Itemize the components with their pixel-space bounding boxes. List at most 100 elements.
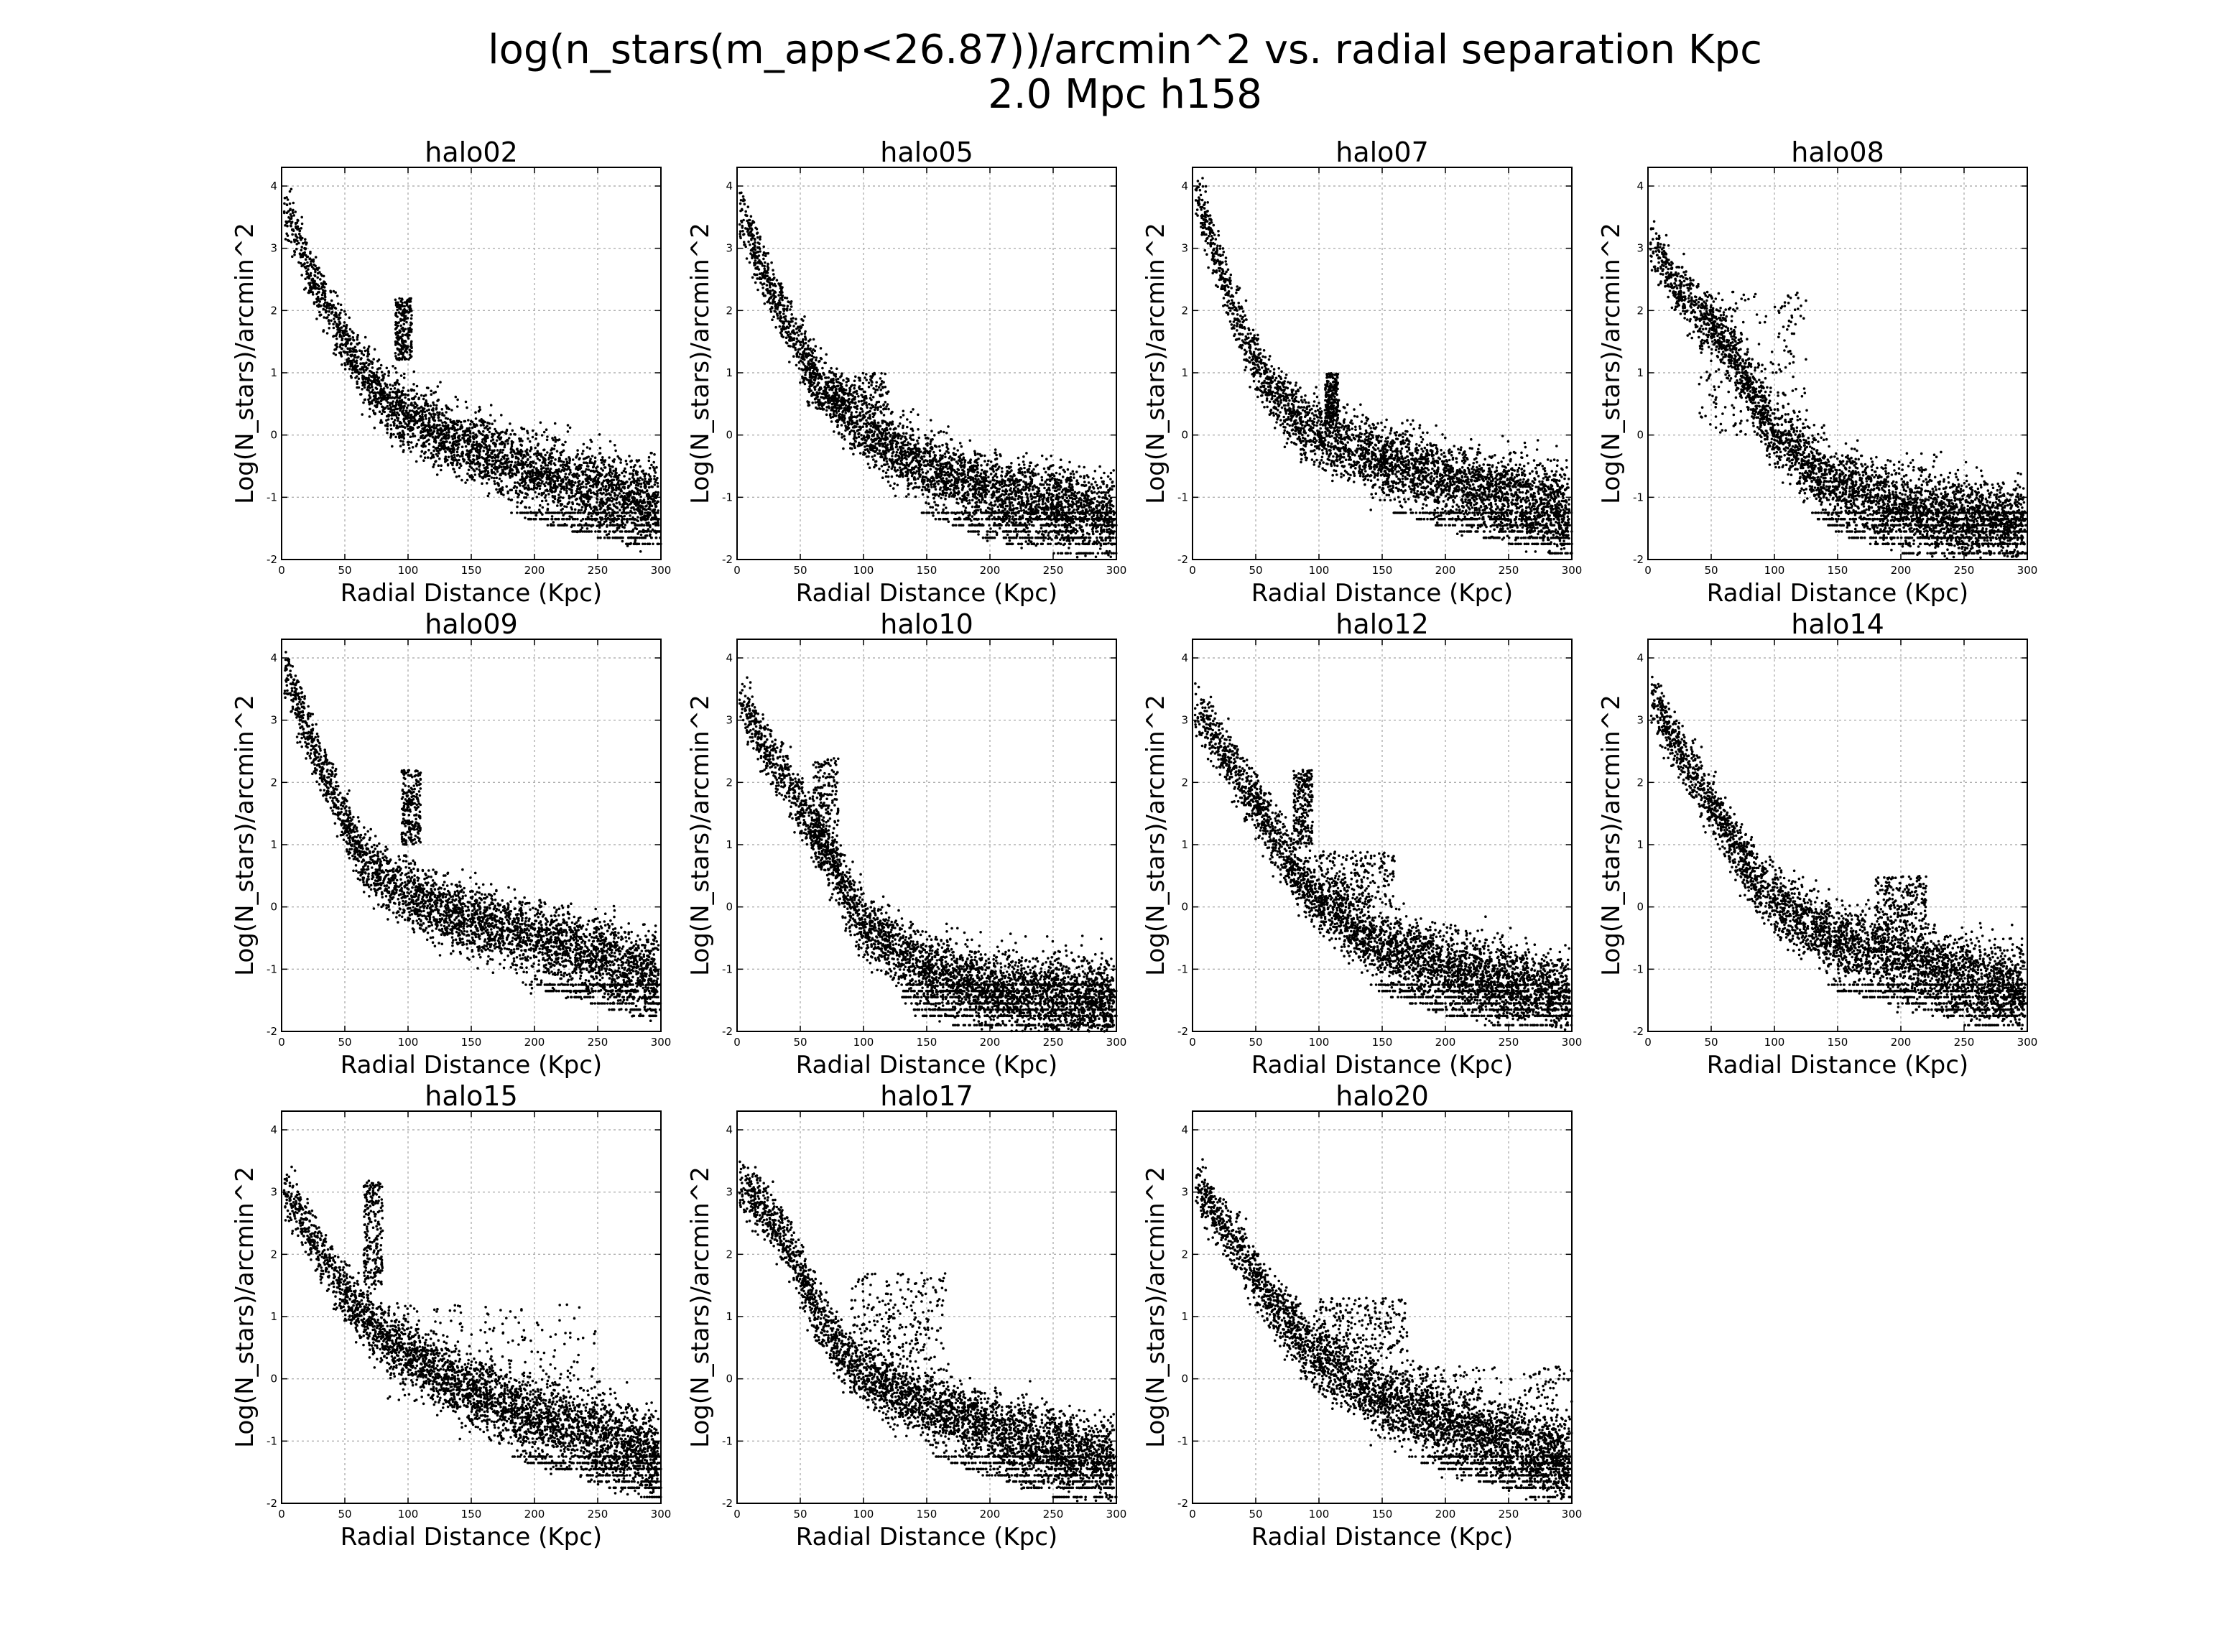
y-tick-label: 0: [270, 429, 277, 442]
y-tick-label: 4: [726, 651, 733, 664]
y-tick-label: -1: [267, 491, 277, 504]
scatter-markers: [738, 676, 1118, 1033]
scatter-points: [283, 651, 662, 1022]
figure-title-line2: 2.0 Mpc h158: [988, 71, 1262, 118]
scatter-points: [282, 187, 662, 553]
x-tick-label: 250: [588, 1508, 608, 1521]
y-tick-label: 2: [270, 304, 277, 317]
figure-title-line1: log(n_stars(m_app<26.87))/arcmin^2 vs. r…: [488, 27, 1762, 73]
x-tick-label: 150: [917, 1508, 937, 1521]
y-tick-label: 2: [270, 776, 277, 789]
x-tick-label: 0: [1189, 564, 1196, 577]
y-tick-label: 1: [270, 838, 277, 851]
y-tick-label: -1: [1633, 962, 1644, 975]
x-tick-label: 50: [1704, 564, 1718, 577]
panel-halo20: 0 50 100 150 200 250 300 -2 -1 0 1 2 3 4 halo20 Radial …: [1142, 1080, 1582, 1551]
y-tick-label: 3: [1636, 714, 1644, 727]
y-tick-label: -1: [267, 1434, 277, 1447]
y-tick-label: 3: [1181, 1186, 1188, 1199]
y-tick-label: 1: [726, 1310, 733, 1323]
y-tick-label: 0: [726, 429, 733, 442]
y-tick-label: 3: [270, 1186, 277, 1199]
panel-halo05: 0 50 100 150 200 250 300 -2 -1 0 1 2 3 4 halo05 Radial …: [686, 136, 1126, 608]
x-tick-label: 50: [338, 564, 351, 577]
x-tick-label: 300: [1562, 1036, 1583, 1049]
scatter-markers: [1193, 682, 1573, 1031]
x-tick-label: 150: [1828, 1036, 1848, 1049]
scatter-markers: [1649, 220, 2028, 560]
x-tick-label: 0: [1644, 1036, 1652, 1049]
x-tick-label: 200: [524, 1508, 545, 1521]
y-tick-label: -1: [722, 962, 733, 975]
scatter-markers: [738, 1160, 1118, 1503]
x-tick-label: 100: [1764, 1036, 1785, 1049]
y-tick-label: 4: [270, 651, 277, 664]
scatter-points: [282, 1165, 662, 1499]
x-tick-label: 150: [1372, 1036, 1393, 1049]
y-tick-label: -2: [1177, 1025, 1188, 1038]
y-tick-label: 3: [726, 714, 733, 727]
x-axis-label: Radial Distance (Kpc): [796, 579, 1057, 608]
x-tick-label: 0: [733, 564, 741, 577]
x-tick-label: 150: [1372, 1508, 1393, 1521]
x-tick-label: 250: [1043, 1508, 1064, 1521]
y-tick-label: 4: [1636, 180, 1644, 192]
y-tick-label: 2: [1636, 776, 1644, 789]
x-tick-label: 50: [338, 1508, 351, 1521]
y-tick-label: 2: [1181, 776, 1188, 789]
x-axis-label: Radial Distance (Kpc): [341, 1523, 602, 1551]
x-axis-label: Radial Distance (Kpc): [1707, 1051, 1968, 1080]
y-tick-label: -2: [1177, 1497, 1188, 1510]
y-tick-label: -2: [1633, 1025, 1644, 1038]
panel-halo08: 0 50 100 150 200 250 300 -2 -1 0 1 2 3 4 halo08 Radial …: [1597, 136, 2037, 608]
y-tick-label: -1: [1633, 491, 1644, 504]
x-tick-label: 250: [1954, 564, 1975, 577]
y-axis-label: Log(N_stars)/arcmin^2: [1142, 695, 1170, 976]
scatter-markers: [1649, 675, 2028, 1031]
x-tick-label: 150: [461, 1036, 482, 1049]
y-tick-label: -1: [1177, 491, 1188, 504]
x-tick-label: 150: [461, 564, 482, 577]
y-axis-label: Log(N_stars)/arcmin^2: [1142, 223, 1170, 504]
y-axis-label: Log(N_stars)/arcmin^2: [686, 223, 715, 504]
y-tick-label: -1: [1177, 962, 1188, 975]
y-tick-label: 4: [270, 1123, 277, 1136]
y-tick-label: 3: [1181, 242, 1188, 255]
y-tick-label: 4: [726, 180, 733, 192]
y-tick-label: -2: [1633, 553, 1644, 566]
panel-title: halo20: [1335, 1080, 1429, 1112]
x-tick-label: 300: [651, 564, 672, 577]
x-tick-label: 200: [1891, 1036, 1912, 1049]
scatter-markers: [282, 187, 662, 553]
y-tick-label: -2: [267, 553, 277, 566]
scatter-markers: [738, 191, 1118, 559]
x-tick-label: 250: [1954, 1036, 1975, 1049]
x-tick-label: 100: [853, 1036, 874, 1049]
y-tick-label: -1: [722, 491, 733, 504]
x-tick-label: 100: [853, 1508, 874, 1521]
scatter-points: [738, 191, 1118, 559]
panel-halo17: 0 50 100 150 200 250 300 -2 -1 0 1 2 3 4 halo17 Radial …: [686, 1080, 1126, 1551]
x-tick-label: 0: [278, 1508, 285, 1521]
y-tick-label: 4: [1181, 180, 1188, 192]
y-tick-label: -2: [722, 1497, 733, 1510]
x-tick-label: 150: [1828, 564, 1848, 577]
y-tick-label: 1: [1636, 366, 1644, 379]
x-tick-label: 250: [1499, 1036, 1519, 1049]
x-tick-label: 50: [1704, 1036, 1718, 1049]
x-tick-label: 0: [278, 1036, 285, 1049]
panel-title: halo02: [425, 136, 518, 168]
scatter-markers: [1194, 177, 1573, 555]
y-tick-label: 2: [726, 776, 733, 789]
scatter-points: [738, 676, 1118, 1033]
panel-halo02: 0 50 100 150 200 250 300 -2 -1 0 1 2 3 4 halo02 Radial …: [231, 136, 671, 608]
x-tick-label: 0: [1644, 564, 1652, 577]
x-tick-label: 250: [1043, 564, 1064, 577]
x-tick-label: 0: [733, 1508, 741, 1521]
y-tick-label: 0: [270, 1373, 277, 1386]
x-tick-label: 50: [338, 1036, 351, 1049]
y-tick-label: 1: [1181, 366, 1188, 379]
y-tick-label: 1: [1181, 838, 1188, 851]
x-axis-label: Radial Distance (Kpc): [341, 579, 602, 608]
